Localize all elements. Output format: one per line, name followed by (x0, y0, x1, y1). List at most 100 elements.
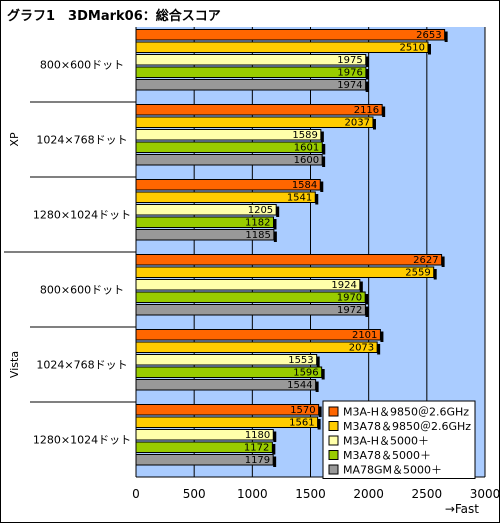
bar-shadow (276, 206, 280, 217)
bar-shadow (372, 119, 376, 130)
bar-value-label: 1601 (294, 143, 319, 154)
bar-value-label: 1972 (337, 305, 362, 316)
bar-value-label: 1570 (290, 405, 315, 416)
bar-value-label: 1172 (244, 443, 269, 454)
x-tick-label: 0 (132, 487, 140, 501)
bar (135, 79, 367, 91)
bar-shadow (273, 431, 277, 442)
bar-value-label: 1970 (337, 293, 362, 304)
bar-value-label: 1924 (331, 280, 356, 291)
bar-shadow (382, 106, 386, 117)
bar-value-label: 1541 (287, 193, 312, 204)
bar-value-label: 2116 (354, 105, 379, 116)
bar-value-label: 2627 (413, 255, 438, 266)
bar-value-label: 2559 (405, 268, 430, 279)
legend-swatch (328, 435, 339, 446)
group-label: Vista (8, 351, 21, 378)
bar-value-label: 1600 (294, 155, 319, 166)
x-axis-label: →Fast (445, 502, 479, 516)
bar (135, 41, 429, 53)
bar (135, 29, 446, 41)
legend-swatch (328, 406, 339, 417)
bar (135, 429, 274, 441)
x-tick-label: 1000 (237, 487, 268, 501)
bar-shadow (365, 306, 369, 317)
bar-shadow (315, 194, 319, 205)
bar (135, 404, 320, 416)
bar-value-label: 2037 (345, 118, 370, 129)
bar (135, 66, 367, 78)
bar-shadow (427, 44, 431, 55)
bar-shadow (273, 219, 277, 230)
bar (135, 416, 319, 428)
bar (135, 304, 366, 316)
bar (135, 254, 443, 266)
x-tick-label: 2500 (412, 487, 443, 501)
bar-shadow (444, 31, 448, 42)
bar-shadow (321, 369, 325, 380)
bar-value-label: 1975 (337, 55, 362, 66)
bar-shadow (315, 381, 319, 392)
bar (135, 116, 374, 128)
bar-shadow (318, 406, 322, 417)
bar (135, 291, 366, 303)
category-label: 1280×1024ドット (33, 434, 131, 447)
legend-label: MA78GM＆5000＋ (343, 464, 442, 477)
category-label: 1280×1024ドット (33, 209, 131, 222)
legend-label: M3A-H＆5000＋ (343, 435, 429, 448)
bar-value-label: 2653 (416, 30, 441, 41)
category-label: 1024×768ドット (36, 134, 127, 147)
legend-label: M3A78＆5000＋ (343, 449, 431, 462)
bar-value-label: 1584 (292, 180, 317, 191)
bar-shadow (441, 256, 445, 267)
bar-value-label: 2101 (352, 330, 377, 341)
bar (135, 54, 367, 66)
chart-title: グラフ1 3DMark06：総合スコア (7, 9, 221, 24)
bar-shadow (273, 456, 277, 467)
category-label: 800×600ドット (40, 284, 124, 297)
bar-value-label: 1182 (245, 218, 270, 229)
bar-shadow (316, 356, 320, 367)
bar-shadow (377, 344, 381, 355)
bar (135, 341, 378, 353)
bar-value-label: 1561 (289, 418, 314, 429)
bar (135, 216, 275, 228)
bar (135, 266, 435, 278)
bar (135, 454, 274, 466)
bar-shadow (320, 131, 324, 142)
bar-shadow (359, 281, 363, 292)
bar-shadow (273, 231, 277, 242)
category-label: 800×600ドット (40, 59, 124, 72)
bar-shadow (365, 56, 369, 67)
bar-value-label: 2073 (349, 343, 374, 354)
bar-shadow (272, 444, 276, 455)
bar-shadow (433, 269, 437, 280)
legend-box (322, 400, 476, 479)
bar-value-label: 1179 (245, 455, 270, 466)
bar-shadow (317, 419, 321, 430)
x-tick-label: 1500 (295, 487, 326, 501)
legend-label: M3A-H＆9850＠2.6GHz (343, 406, 469, 419)
bar-shadow (365, 294, 369, 305)
bar-value-label: 1596 (293, 368, 318, 379)
bar-shadow (322, 144, 326, 155)
group-label: XP (8, 132, 21, 147)
legend-swatch (328, 450, 339, 460)
category-label: 1024×768ドット (36, 359, 127, 372)
bar-value-label: 2510 (400, 43, 425, 54)
bar (135, 229, 275, 241)
bar (135, 279, 361, 291)
bar-value-label: 1553 (288, 355, 313, 366)
bar-shadow (322, 156, 326, 167)
legend-label: M3A78＆9850＠2.6GHz (343, 420, 471, 433)
bar-shadow (365, 69, 369, 80)
bar-value-label: 1180 (245, 430, 270, 441)
bar (135, 104, 383, 116)
bar-shadow (380, 331, 384, 342)
bar-value-label: 1974 (337, 80, 362, 91)
x-tick-label: 500 (183, 487, 206, 501)
bar-value-label: 1205 (248, 205, 273, 216)
bar-value-label: 1544 (287, 380, 312, 391)
bar-value-label: 1976 (337, 68, 362, 79)
